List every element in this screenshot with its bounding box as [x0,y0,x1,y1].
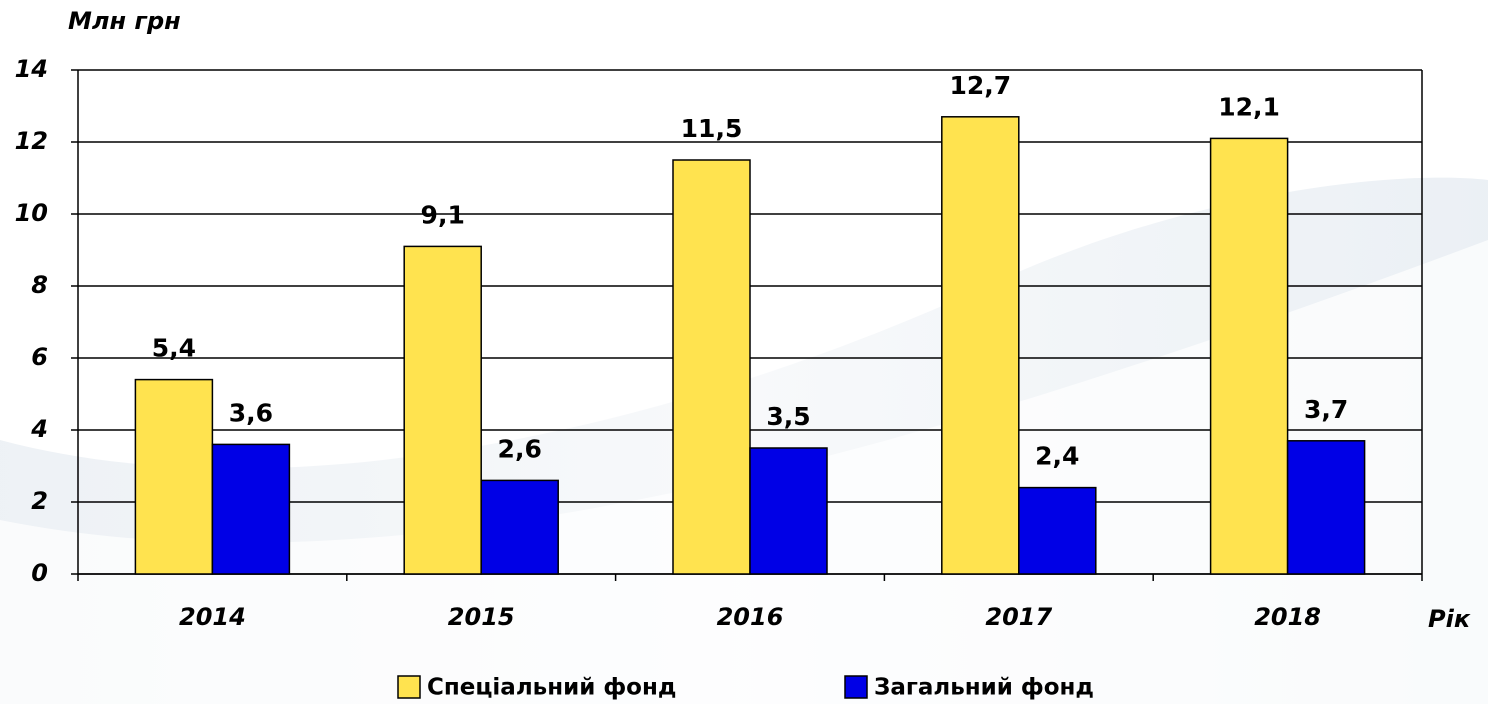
bar [480,479,559,575]
x-tick-label: 2017 [985,603,1052,631]
background-swoosh [0,240,1488,704]
data-label: 3,6 [229,398,273,427]
bar [749,447,828,575]
data-label: 5,4 [152,334,196,363]
y-tick-label: 8 [31,271,48,299]
bar [672,159,751,575]
data-label: 11,5 [681,114,743,143]
x-tick-label: 2015 [448,603,515,631]
x-tick-label: 2018 [1254,603,1321,631]
legend-label: Загальний фонд [874,675,1094,701]
legend-label: Спеціальний фонд [427,675,676,701]
data-label: 12,7 [949,71,1011,100]
bar [134,378,214,575]
x-axis-label: Рік [1428,605,1471,633]
legend-swatch [844,675,868,699]
y-tick-label: 4 [30,415,48,443]
data-label: 3,5 [766,402,810,431]
x-tick-label: 2016 [717,603,784,631]
bar [1018,486,1097,575]
bar [211,443,291,575]
data-label: 12,1 [1218,92,1280,121]
data-label: 9,1 [421,200,465,229]
y-tick-label: 6 [31,343,48,371]
y-tick-label: 0 [31,559,48,587]
y-axis-label: Млн грн [68,7,181,35]
data-label: 3,7 [1304,395,1348,424]
bar [941,116,1020,575]
legend-swatch [397,675,421,699]
data-label: 2,6 [498,434,542,463]
y-tick-label: 14 [15,55,48,83]
bar [1286,440,1366,575]
data-label: 2,4 [1035,442,1079,471]
bar [403,245,482,575]
x-tick-label: 2014 [179,603,246,631]
bar [1209,137,1289,575]
y-tick-label: 2 [31,487,48,515]
y-tick-label: 10 [15,199,48,227]
y-tick-label: 12 [15,127,48,155]
